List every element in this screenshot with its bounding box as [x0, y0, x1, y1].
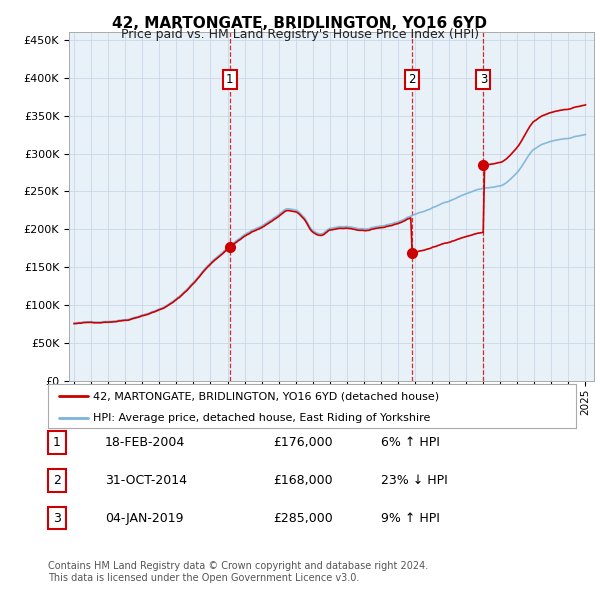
Text: 04-JAN-2019: 04-JAN-2019: [105, 512, 184, 525]
Text: 1: 1: [53, 436, 61, 449]
Text: 23% ↓ HPI: 23% ↓ HPI: [381, 474, 448, 487]
Text: £176,000: £176,000: [273, 436, 332, 449]
Text: 1: 1: [226, 73, 233, 86]
Text: £285,000: £285,000: [273, 512, 333, 525]
Text: Contains HM Land Registry data © Crown copyright and database right 2024.
This d: Contains HM Land Registry data © Crown c…: [48, 561, 428, 583]
Text: 3: 3: [479, 73, 487, 86]
Text: £168,000: £168,000: [273, 474, 332, 487]
Text: 2: 2: [53, 474, 61, 487]
Text: 18-FEB-2004: 18-FEB-2004: [105, 436, 185, 449]
Text: 3: 3: [53, 512, 61, 525]
Text: 6% ↑ HPI: 6% ↑ HPI: [381, 436, 440, 449]
Text: 31-OCT-2014: 31-OCT-2014: [105, 474, 187, 487]
Text: Price paid vs. HM Land Registry's House Price Index (HPI): Price paid vs. HM Land Registry's House …: [121, 28, 479, 41]
Text: 42, MARTONGATE, BRIDLINGTON, YO16 6YD: 42, MARTONGATE, BRIDLINGTON, YO16 6YD: [113, 16, 487, 31]
Text: HPI: Average price, detached house, East Riding of Yorkshire: HPI: Average price, detached house, East…: [93, 413, 430, 422]
Text: 9% ↑ HPI: 9% ↑ HPI: [381, 512, 440, 525]
Text: 2: 2: [409, 73, 416, 86]
Text: 42, MARTONGATE, BRIDLINGTON, YO16 6YD (detached house): 42, MARTONGATE, BRIDLINGTON, YO16 6YD (d…: [93, 391, 439, 401]
